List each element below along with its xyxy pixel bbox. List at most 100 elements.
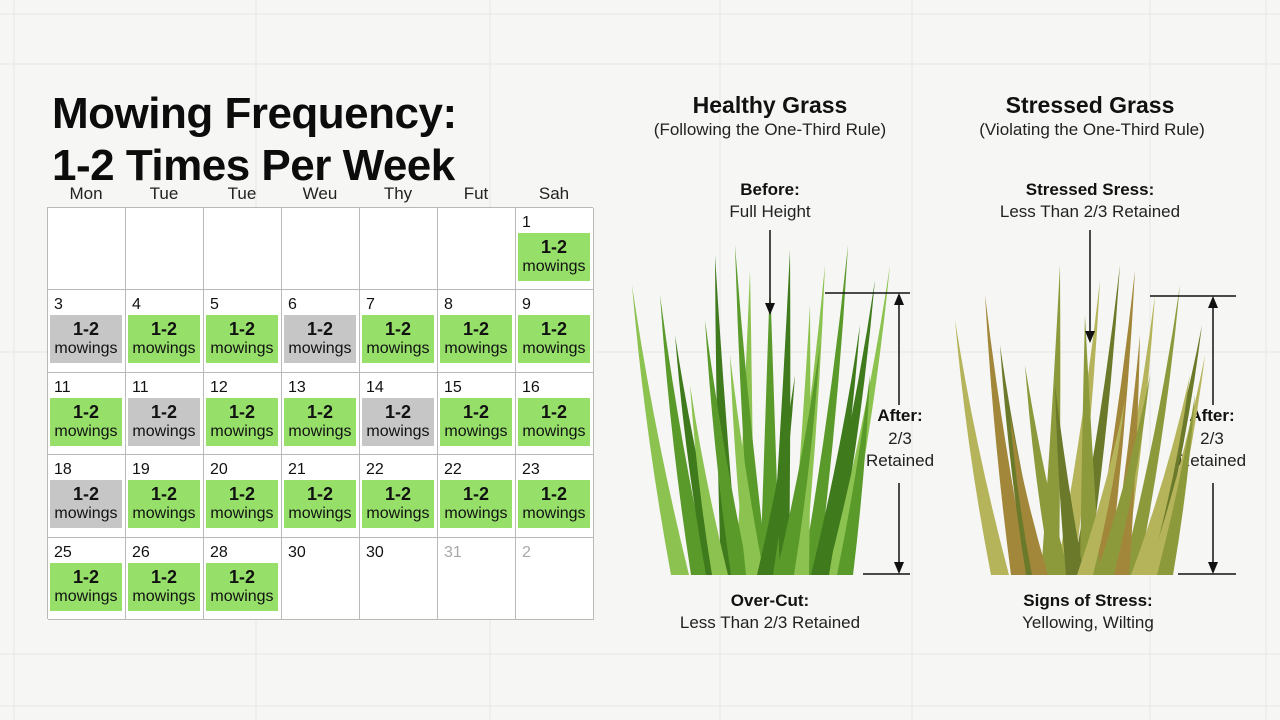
mowing-badge: 1-2 mowings <box>206 562 278 611</box>
badge-count: 1-2 <box>150 401 177 422</box>
badge-unit: mowings <box>132 505 196 523</box>
badge-unit: mowings <box>366 505 430 523</box>
date-number: 9 <box>522 296 531 314</box>
badge-count: 1-2 <box>540 401 567 422</box>
badge-count: 1-2 <box>72 401 99 422</box>
stress-signs-value: Yellowing, Wilting <box>1022 613 1154 632</box>
mowing-badge: 1-2 mowings <box>284 397 356 446</box>
badge-count: 1-2 <box>228 484 255 505</box>
calendar-day-cell: 11 1-2 mowings <box>126 372 204 456</box>
stressed-after-fraction: 2/3 <box>1200 429 1224 448</box>
badge-count: 1-2 <box>228 319 255 340</box>
badge-unit: mowings <box>54 505 118 523</box>
date-number: 28 <box>210 543 228 561</box>
mowing-badge: 1-2 mowings <box>518 233 590 281</box>
mowing-badge: 1-2 mowings <box>518 315 590 364</box>
calendar-day-cell: 18 1-2 mowings <box>48 455 126 538</box>
mowing-badge: 1-2 mowings <box>284 480 356 529</box>
title-line-1: Mowing Frequency: <box>52 89 457 138</box>
calendar-day-cell <box>438 208 516 291</box>
badge-count: 1-2 <box>306 484 333 505</box>
badge-count: 1-2 <box>540 237 567 257</box>
date-number: 4 <box>132 296 141 314</box>
mowing-badge: 1-2 mowings <box>362 315 434 364</box>
calendar-day-cell: 15 1-2 mowings <box>438 372 516 456</box>
date-number: 25 <box>54 543 72 561</box>
calendar-day-cell: 26 1-2 mowings <box>126 537 204 620</box>
date-number: 13 <box>288 378 306 396</box>
day-header: Tue <box>149 184 179 203</box>
calendar-day-cell: 31 <box>438 537 516 620</box>
title-line-2: 1-2 Times Per Week <box>52 141 455 190</box>
mowing-badge: 1-2 mowings <box>518 480 590 529</box>
healthy-grass-blades <box>632 245 890 575</box>
date-number: 19 <box>132 461 150 479</box>
badge-count: 1-2 <box>150 566 177 587</box>
date-number: 15 <box>444 378 462 396</box>
healthy-grass-blade <box>705 320 749 575</box>
badge-unit: mowings <box>522 505 586 523</box>
badge-unit: mowings <box>522 258 586 275</box>
day-header: Weu <box>302 184 338 203</box>
healthy-after-fraction: 2/3 <box>888 429 912 448</box>
healthy-dim-arrow-bottom <box>894 562 904 574</box>
badge-count: 1-2 <box>228 401 255 422</box>
rest-badge: 1-2 mowings <box>50 480 122 529</box>
stressed-grass-blade <box>985 295 1029 575</box>
mowing-badge: 1-2 mowings <box>440 480 512 529</box>
calendar-day-cell: 11 1-2 mowings <box>48 372 126 456</box>
badge-unit: mowings <box>132 422 196 440</box>
calendar-day-cell: 9 1-2 mowings <box>516 290 594 373</box>
healthy-grass-blade <box>776 345 820 575</box>
date-number: 31 <box>444 543 462 561</box>
badge-unit: mowings <box>444 340 508 358</box>
badge-count: 1-2 <box>228 566 255 587</box>
healthy-after-label: After: <box>877 406 923 425</box>
badge-count: 1-2 <box>384 401 411 422</box>
badge-unit: mowings <box>210 422 274 440</box>
stressed-after-label: After: <box>1189 406 1235 425</box>
badge-unit: mowings <box>366 422 430 440</box>
healthy-dim-arrow-top <box>894 293 904 305</box>
stressed-grass-blade <box>1041 265 1061 575</box>
mowing-badge: 1-2 mowings <box>440 397 512 446</box>
mowing-calendar: 1 1-2 mowings 3 1-2 mowings 4 1-2 mowings 5 1-2 mow… <box>47 207 594 620</box>
day-header: Tue <box>227 184 257 203</box>
stressed-grass-blade <box>955 320 1009 575</box>
stressed-grass-blade <box>1056 280 1100 575</box>
before-arrow-head <box>765 303 775 315</box>
healthy-grass-illustration <box>632 230 910 575</box>
date-number: 18 <box>54 461 72 479</box>
badge-unit: mowings <box>54 587 118 605</box>
badge-count: 1-2 <box>384 484 411 505</box>
stressed-grass-blade <box>1025 365 1069 575</box>
date-number: 7 <box>366 296 375 314</box>
calendar-day-cell: 4 1-2 mowings <box>126 290 204 373</box>
stressed-grass-blade <box>1077 400 1125 575</box>
badge-count: 1-2 <box>384 319 411 340</box>
badge-count: 1-2 <box>462 401 489 422</box>
calendar-day-cell: 8 1-2 mowings <box>438 290 516 373</box>
rest-badge: 1-2 mowings <box>50 315 122 364</box>
badge-count: 1-2 <box>150 319 177 340</box>
calendar-day-cell <box>360 208 438 291</box>
calendar-day-cell: 30 <box>282 537 360 620</box>
date-number: 23 <box>522 461 540 479</box>
badge-unit: mowings <box>522 340 586 358</box>
healthy-grass-subtitle: (Following the One-Third Rule) <box>653 120 887 139</box>
rest-badge: 1-2 mowings <box>362 397 434 446</box>
mowing-badge: 1-2 mowings <box>128 562 200 611</box>
stress-signs-label: Signs of Stress: <box>1023 591 1153 610</box>
badge-unit: mowings <box>210 587 274 605</box>
badge-unit: mowings <box>444 422 508 440</box>
date-number: 20 <box>210 461 228 479</box>
badge-unit: mowings <box>210 505 274 523</box>
rest-badge: 1-2 mowings <box>128 397 200 446</box>
stressed-grass-blade <box>1157 395 1195 575</box>
badge-count: 1-2 <box>540 484 567 505</box>
mowing-badge: 1-2 mowings <box>362 480 434 529</box>
healthy-grass-blade <box>771 250 791 575</box>
stressed-arrow-head <box>1085 331 1095 343</box>
badge-count: 1-2 <box>72 319 99 340</box>
calendar-day-cell: 12 1-2 mowings <box>204 372 282 456</box>
